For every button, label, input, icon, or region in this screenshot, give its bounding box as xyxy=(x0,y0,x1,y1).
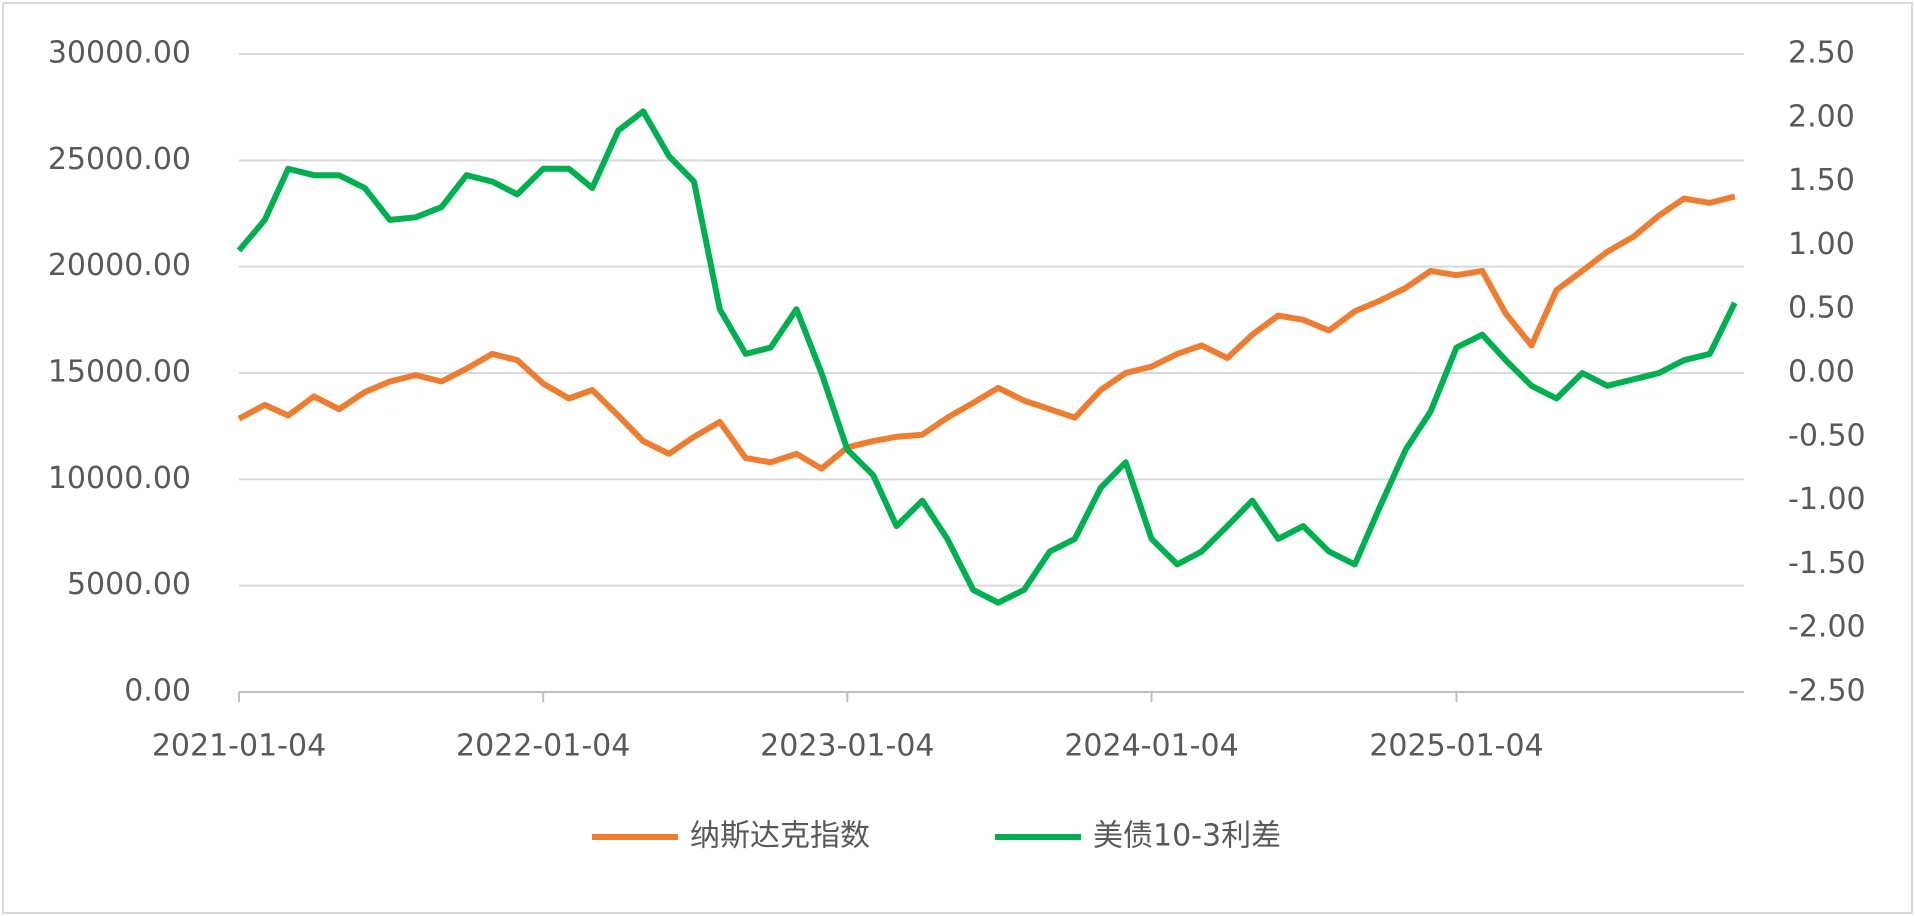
y-tick-label: 5000.00 xyxy=(67,567,191,602)
y2-tick-label: 1.00 xyxy=(1788,227,1855,262)
y2-tick-label: 1.50 xyxy=(1788,163,1855,198)
x-tick-label: 2024-01-04 xyxy=(1064,729,1238,764)
y-tick-label: 20000.00 xyxy=(48,248,191,283)
y-tick-label: 0.00 xyxy=(124,674,191,709)
x-tick-label: 2025-01-04 xyxy=(1369,729,1543,764)
y2-tick-label: 0.00 xyxy=(1788,355,1855,390)
y2-tick-label: 2.50 xyxy=(1788,36,1855,71)
y2-tick-label: 2.00 xyxy=(1788,99,1855,134)
x-tick-label: 2022-01-04 xyxy=(456,729,630,764)
y2-tick-label: -1.00 xyxy=(1788,482,1866,517)
y2-tick-label: -0.50 xyxy=(1788,418,1866,453)
y-tick-label: 30000.00 xyxy=(48,36,191,71)
legend-label: 美债10-3利差 xyxy=(1093,819,1281,854)
x-tick-label: 2023-01-04 xyxy=(760,729,934,764)
y-tick-label: 10000.00 xyxy=(48,461,191,496)
y-tick-label: 25000.00 xyxy=(48,142,191,177)
y2-tick-label: 0.50 xyxy=(1788,291,1855,326)
series-line xyxy=(236,108,1738,606)
y2-tick-label: -2.00 xyxy=(1788,610,1866,645)
legend-label: 纳斯达克指数 xyxy=(690,819,870,854)
y-tick-label: 15000.00 xyxy=(48,355,191,390)
series-line xyxy=(237,193,1736,472)
x-tick-label: 2021-01-04 xyxy=(152,729,326,764)
y2-tick-label: -2.50 xyxy=(1788,674,1866,709)
y2-tick-label: -1.50 xyxy=(1788,546,1866,581)
